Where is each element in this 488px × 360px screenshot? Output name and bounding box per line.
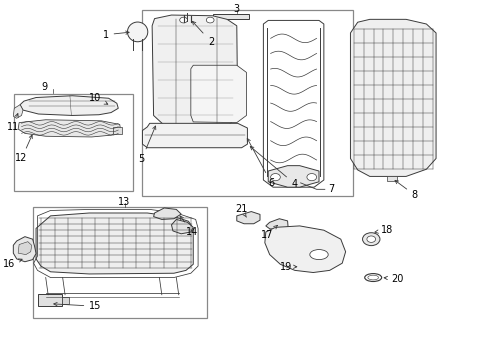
- Circle shape: [270, 174, 280, 181]
- Ellipse shape: [367, 275, 378, 280]
- Text: 9: 9: [41, 82, 48, 93]
- Polygon shape: [265, 219, 287, 230]
- Bar: [212, 14, 248, 19]
- Text: 8: 8: [394, 180, 417, 200]
- Text: 4: 4: [250, 147, 297, 189]
- Polygon shape: [13, 237, 36, 262]
- Text: 2: 2: [192, 21, 214, 46]
- Polygon shape: [268, 166, 318, 187]
- Text: 1: 1: [102, 30, 129, 40]
- Text: 20: 20: [384, 274, 403, 284]
- Text: 16: 16: [3, 259, 22, 269]
- Polygon shape: [36, 213, 193, 274]
- Polygon shape: [153, 208, 181, 220]
- Text: 19: 19: [280, 262, 296, 272]
- Text: 7: 7: [327, 184, 333, 194]
- Text: 13: 13: [118, 197, 130, 207]
- Text: 14: 14: [180, 216, 198, 237]
- Text: 12: 12: [16, 135, 32, 163]
- Polygon shape: [350, 19, 435, 176]
- Bar: [113, 127, 122, 134]
- Polygon shape: [152, 15, 237, 130]
- Circle shape: [362, 233, 379, 246]
- Polygon shape: [18, 242, 32, 255]
- Bar: [386, 176, 397, 181]
- Text: 11: 11: [7, 113, 19, 132]
- Bar: [39, 294, 61, 306]
- Text: 18: 18: [374, 225, 392, 235]
- Text: 15: 15: [54, 301, 102, 311]
- Polygon shape: [171, 220, 193, 234]
- Text: 5: 5: [138, 126, 156, 164]
- Bar: [61, 297, 69, 304]
- Text: 3: 3: [233, 4, 239, 14]
- Text: 10: 10: [89, 93, 107, 104]
- Circle shape: [206, 17, 214, 23]
- Ellipse shape: [127, 22, 147, 42]
- Circle shape: [182, 20, 190, 26]
- Circle shape: [366, 236, 375, 242]
- Text: 6: 6: [247, 139, 274, 188]
- Polygon shape: [236, 212, 260, 224]
- Text: 17: 17: [260, 225, 277, 240]
- Ellipse shape: [364, 274, 381, 282]
- Polygon shape: [18, 120, 121, 137]
- Polygon shape: [20, 96, 118, 116]
- Text: 21: 21: [235, 204, 247, 217]
- Polygon shape: [142, 123, 247, 148]
- Polygon shape: [264, 226, 345, 273]
- Polygon shape: [190, 65, 246, 123]
- Ellipse shape: [309, 249, 327, 260]
- Circle shape: [179, 17, 187, 23]
- Circle shape: [306, 174, 316, 181]
- Polygon shape: [13, 105, 23, 118]
